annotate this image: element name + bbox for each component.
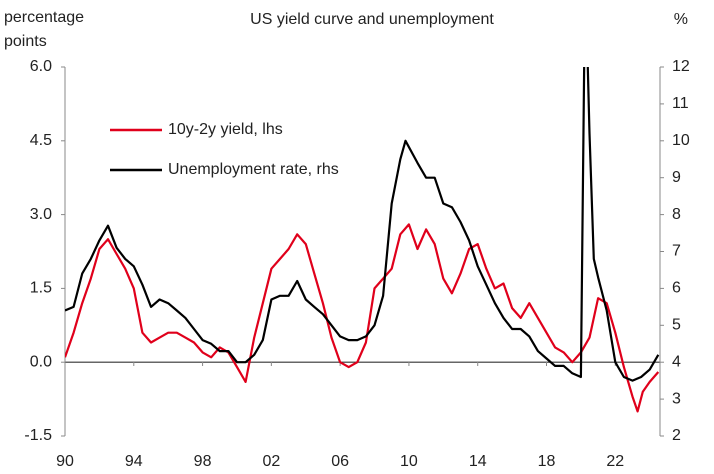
y2-tick-label: 11	[672, 95, 689, 112]
legend-label: 10y-2y yield, lhs	[168, 121, 283, 138]
x-tick-label: 14	[469, 453, 487, 470]
y2-tick-label: 8	[672, 206, 681, 223]
y2-tick-label: 5	[672, 317, 681, 334]
y-tick-label: 3.0	[30, 206, 52, 223]
y-tick-label: 1.5	[30, 280, 52, 297]
x-tick-label: 90	[56, 453, 74, 470]
x-tick-label: 18	[538, 453, 556, 470]
y2-tick-label: 12	[672, 58, 690, 75]
x-tick-label: 98	[194, 453, 212, 470]
y2-tick-label: 10	[672, 132, 690, 149]
chart-title: US yield curve and unemployment	[250, 11, 494, 28]
x-tick-label: 22	[606, 453, 624, 470]
series-line	[65, 67, 660, 382]
y2-tick-label: 2	[672, 427, 681, 444]
y-axis-label: percentage points	[4, 9, 85, 50]
legend-label: Unemployment rate, rhs	[168, 161, 339, 178]
y2-tick-label: 7	[672, 243, 681, 260]
x-tick-label: 02	[262, 453, 280, 470]
y2-tick-label: 4	[672, 353, 681, 370]
y-tick-label: 4.5	[30, 132, 52, 149]
x-tick-label: 94	[125, 453, 143, 470]
y-tick-label: -1.5	[24, 427, 52, 444]
x-tick-label: 10	[400, 453, 418, 470]
y2-tick-label: 3	[672, 390, 681, 407]
y2-tick-label: 6	[672, 280, 681, 297]
x-tick-label: 06	[331, 453, 349, 470]
plot-area	[65, 67, 660, 413]
y-tick-label: 0.0	[30, 353, 52, 370]
y2-tick-label: 9	[672, 169, 681, 186]
y-tick-label: 6.0	[30, 58, 52, 75]
y2-axis-label: %	[674, 11, 688, 28]
series-line	[65, 223, 660, 413]
